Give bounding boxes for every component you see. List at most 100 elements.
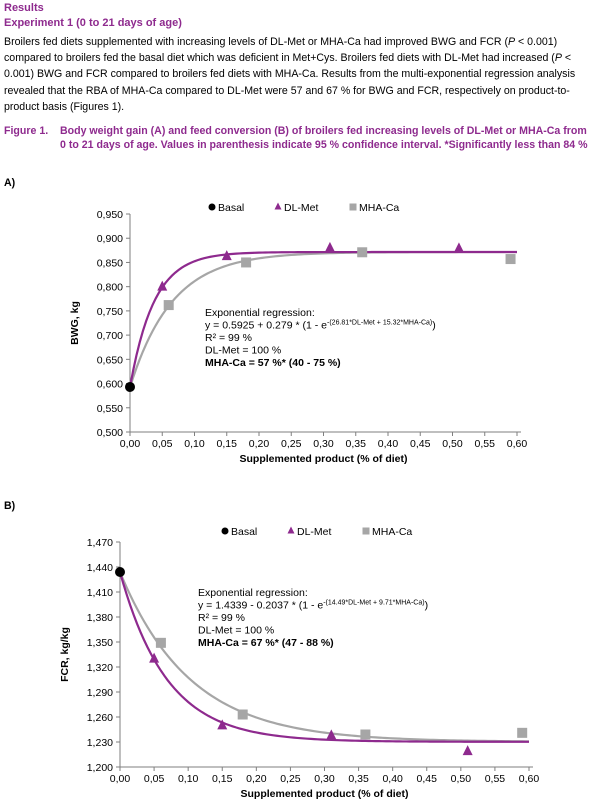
- x-tick-label: 0,45: [417, 773, 438, 785]
- x-tick-label: 0,45: [410, 438, 431, 450]
- regression-equation: y = 0.5925 + 0.279 * (1 - e-(26.81*DL-Me…: [205, 320, 436, 332]
- legend-mha-ca-marker: [349, 203, 357, 211]
- legend-basal-label: Basal: [218, 202, 244, 214]
- dl-met-data-point: [462, 745, 473, 756]
- x-tick-label: 0,05: [152, 438, 173, 450]
- figure-number: Figure 1.: [4, 125, 49, 137]
- x-tick-label: 0,20: [246, 773, 267, 785]
- r-squared: R² = 99 %: [205, 332, 252, 344]
- x-tick-label: 0,00: [120, 438, 141, 450]
- x-tick-label: 0,35: [348, 773, 369, 785]
- mhaca-regression-curve: [118, 571, 530, 743]
- y-tick-label: 0,850: [97, 257, 123, 269]
- legend-dl-met-marker: [274, 202, 282, 210]
- dlmet-reference: DL-Met = 100 %: [205, 345, 281, 357]
- panel-label-b: B): [4, 500, 16, 512]
- regression-equation: y = 1.4339 - 0.2037 * (1 - e-(14.49*DL-M…: [198, 600, 428, 612]
- subsection-title: Experiment 1 (0 to 21 days of age): [4, 17, 182, 29]
- y-tick-label: 1,320: [87, 662, 113, 674]
- dl-met-data-point: [324, 241, 335, 252]
- y-tick-label: 1,230: [87, 737, 113, 749]
- x-tick-label: 0,30: [314, 773, 335, 785]
- legend-mha-ca-label: MHA-Ca: [359, 202, 399, 214]
- x-axis-label: Supplemented product (% of diet): [241, 788, 409, 800]
- x-tick-label: 0,50: [442, 438, 463, 450]
- dlmet-regression-curve: [128, 250, 517, 388]
- x-axis-label: Supplemented product (% of diet): [240, 453, 408, 465]
- y-tick-label: 1,440: [87, 562, 113, 574]
- y-tick-label: 1,470: [87, 537, 113, 549]
- y-tick-label: 0,600: [97, 379, 123, 391]
- legend-mha-ca-marker: [362, 527, 370, 535]
- x-tick-label: 0,10: [184, 438, 205, 450]
- x-tick-label: 0,10: [178, 773, 199, 785]
- dlmet-reference: DL-Met = 100 %: [198, 625, 274, 637]
- regression-title: Exponential regression:: [205, 307, 315, 319]
- y-tick-label: 1,290: [87, 687, 113, 699]
- y-tick-label: 0,950: [97, 209, 123, 221]
- figure-caption-text: Body weight gain (A) and feed conversion…: [60, 125, 588, 151]
- results-paragraph: Broilers fed diets supplemented with inc…: [4, 36, 576, 113]
- x-tick-label: 0,60: [507, 438, 528, 450]
- y-tick-label: 0,500: [97, 427, 123, 439]
- legend-dl-met-label: DL-Met: [284, 202, 319, 214]
- dl-met-data-point: [217, 719, 228, 730]
- y-tick-label: 1,410: [87, 587, 113, 599]
- y-tick-label: 0,800: [97, 282, 123, 294]
- mha-ca-data-point: [241, 257, 252, 268]
- y-tick-label: 0,700: [97, 330, 123, 342]
- regression-title: Exponential regression:: [198, 587, 308, 599]
- mhaca-rba-result: MHA-Ca = 67 %* (47 - 88 %): [198, 637, 334, 649]
- mha-ca-data-point: [517, 727, 528, 738]
- y-tick-label: 1,260: [87, 712, 113, 724]
- dl-met-data-point: [157, 280, 168, 291]
- legend-dl-met-label: DL-Met: [297, 526, 332, 538]
- x-tick-label: 0,05: [144, 773, 165, 785]
- mha-ca-data-point: [357, 247, 368, 258]
- x-tick-label: 0,00: [110, 773, 131, 785]
- x-tick-label: 0,35: [346, 438, 367, 450]
- x-tick-label: 0,55: [485, 773, 506, 785]
- dl-met-data-point: [453, 242, 464, 253]
- chart-a-bwg: 0,500 0,550 0,600 0,650 0,700 0,750 0,800 0,850…: [69, 202, 528, 465]
- y-axis-label: FCR, kg/kg: [59, 627, 71, 682]
- y-tick-label: 0,550: [97, 403, 123, 415]
- legend-basal-marker: [221, 527, 229, 535]
- mha-ca-data-point: [505, 254, 516, 265]
- y-axis-label: BWG, kg: [69, 301, 81, 345]
- mha-ca-data-point: [155, 637, 166, 648]
- x-tick-label: 0,15: [217, 438, 238, 450]
- dl-met-data-point: [326, 729, 337, 740]
- legend-basal-label: Basal: [231, 526, 257, 538]
- x-tick-label: 0,40: [382, 773, 403, 785]
- mha-ca-data-point: [163, 300, 174, 311]
- basal-data-point: [125, 381, 135, 392]
- y-tick-label: 1,350: [87, 637, 113, 649]
- y-tick-label: 1,200: [87, 762, 113, 774]
- legend-mha-ca-label: MHA-Ca: [372, 526, 412, 538]
- section-title: Results: [4, 2, 44, 14]
- mha-ca-data-point: [237, 709, 248, 720]
- x-tick-label: 0,15: [212, 773, 233, 785]
- dl-met-data-point: [221, 250, 232, 261]
- y-tick-label: 0,750: [97, 306, 123, 318]
- x-tick-label: 0,55: [475, 438, 496, 450]
- mhaca-rba-result: MHA-Ca = 57 %* (40 - 75 %): [205, 357, 341, 369]
- x-tick-label: 0,40: [378, 438, 399, 450]
- dlmet-regression-curve: [118, 571, 529, 743]
- x-tick-label: 0,25: [281, 438, 302, 450]
- legend-dl-met-marker: [287, 526, 295, 534]
- basal-data-point: [115, 567, 125, 577]
- chart-b-fcr: 1,200 1,230 1,260 1,290 1,320 1,350 1,380 1,410…: [59, 526, 540, 800]
- y-tick-label: 0,900: [97, 233, 123, 245]
- x-tick-label: 0,60: [519, 773, 540, 785]
- x-tick-label: 0,25: [280, 773, 301, 785]
- y-tick-label: 1,380: [87, 612, 113, 624]
- panel-label-a: A): [4, 177, 16, 189]
- x-tick-label: 0,50: [451, 773, 472, 785]
- mha-ca-data-point: [360, 729, 371, 740]
- x-tick-label: 0,20: [249, 438, 270, 450]
- legend-basal-marker: [208, 203, 216, 211]
- r-squared: R² = 99 %: [198, 612, 245, 624]
- x-tick-label: 0,30: [313, 438, 334, 450]
